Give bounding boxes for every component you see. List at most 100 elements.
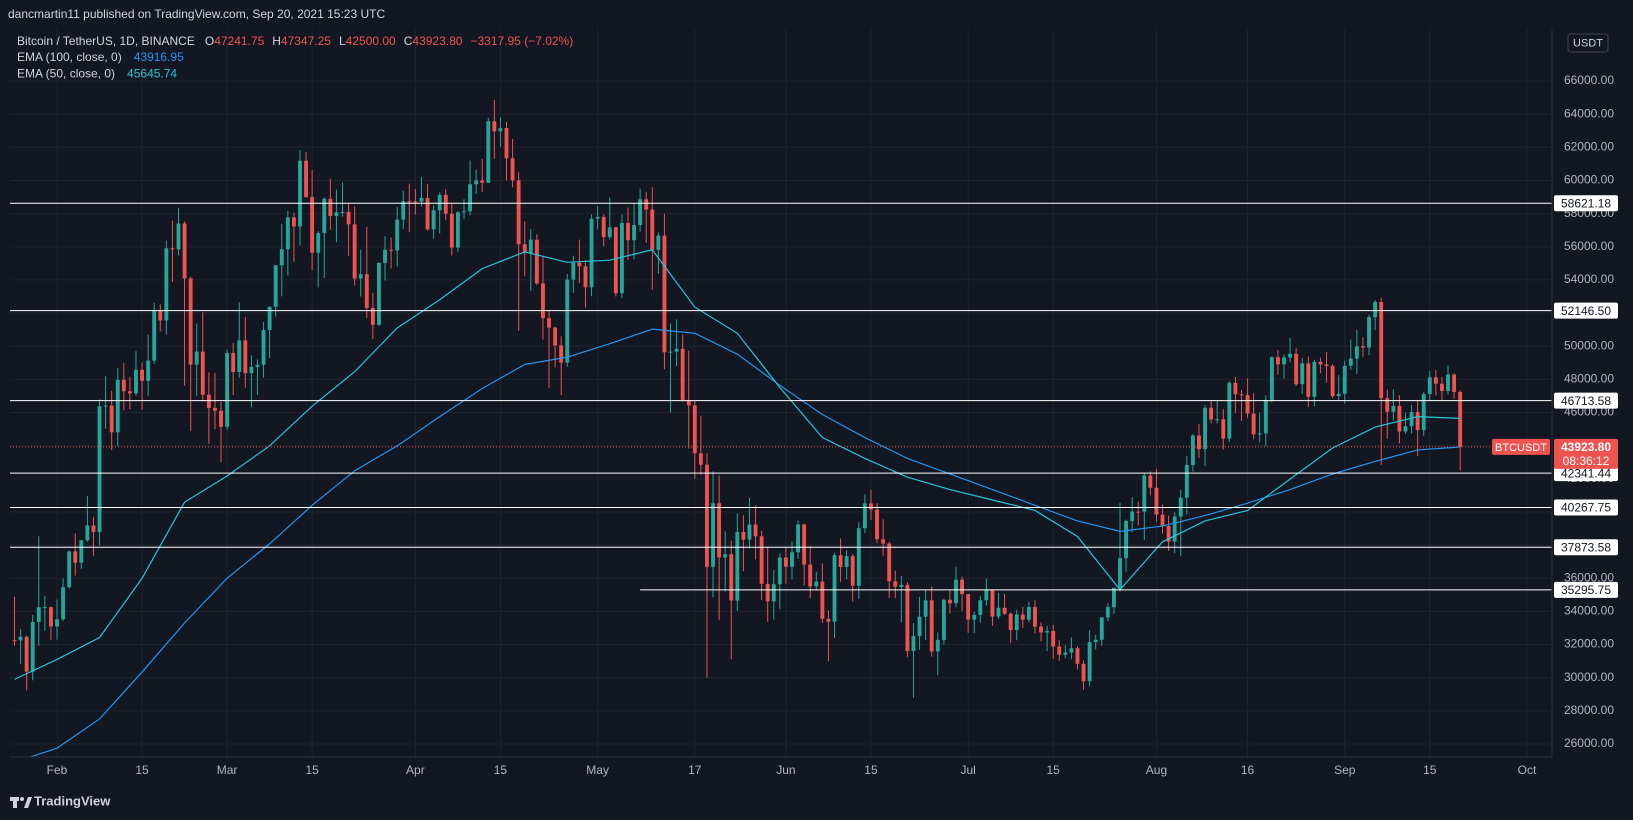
candle-body [18, 636, 23, 641]
y-tick-label: 28000.00 [1564, 703, 1614, 717]
candle-body [577, 262, 582, 267]
candle-body [644, 199, 649, 210]
candle-body [316, 233, 321, 253]
candle-body [12, 640, 17, 642]
level-label: 46713.58 [1561, 394, 1611, 408]
x-tick-label: May [586, 763, 609, 777]
candle-body [1051, 630, 1056, 647]
candle-body [267, 306, 272, 331]
candle-body [650, 209, 655, 250]
candle-body [978, 600, 983, 615]
candle-body [134, 369, 138, 394]
plot-area [10, 99, 1552, 757]
candle-body [164, 248, 169, 321]
candle-body [1336, 393, 1341, 397]
candle-body [1361, 346, 1365, 348]
candle-body [522, 244, 527, 253]
candle-body [626, 222, 630, 241]
candle-body [449, 213, 454, 248]
candle-body [249, 366, 254, 374]
candle-body [929, 600, 934, 652]
candle-body [820, 581, 825, 619]
candle-body [377, 262, 381, 325]
candle-body [990, 590, 995, 617]
candle-body [158, 311, 163, 321]
candle-body [510, 158, 515, 181]
legend-title: Bitcoin / TetherUS, 1D, BINANCE [17, 34, 195, 48]
candle-body [79, 540, 84, 563]
candle-body [759, 536, 764, 584]
candle-body [364, 274, 369, 309]
candle-body [680, 348, 685, 400]
candle-body [55, 619, 59, 627]
candle-body [1403, 426, 1408, 432]
candle-body [97, 406, 102, 532]
x-tick-label: 15 [305, 763, 319, 777]
candle-body [1446, 374, 1450, 391]
symbol-label-box [1492, 438, 1550, 455]
candle-body [711, 503, 715, 567]
y-tick-label: 64000.00 [1564, 106, 1614, 120]
candle-body [370, 308, 375, 325]
x-tick-label: Jul [960, 763, 975, 777]
candle-body [109, 405, 114, 433]
level-label: 35295.75 [1561, 583, 1611, 597]
price-labels: 58621.18 52146.50 46713.58 42341.44 40267.75… [1492, 195, 1618, 598]
ema-line [14, 249, 1461, 680]
candle-body [328, 198, 333, 217]
candle-body [261, 330, 266, 365]
candle-body [194, 351, 199, 365]
candle-body [170, 248, 175, 250]
candle-body [601, 216, 606, 238]
candle-body [334, 212, 339, 217]
candle-body [1111, 587, 1116, 608]
ohlc-key: L [339, 34, 346, 48]
level-label-box [1554, 302, 1618, 319]
candle-body [984, 590, 989, 601]
level-label-box [1554, 465, 1618, 482]
currency-label: USDT [1573, 37, 1603, 49]
candle-body [1367, 317, 1371, 348]
candle-body [1148, 475, 1153, 488]
y-tick-label: 32000.00 [1564, 637, 1614, 651]
candle-body [219, 410, 223, 427]
candle-body [1057, 646, 1062, 655]
x-tick-label: 15 [494, 763, 508, 777]
candle-body [607, 227, 612, 238]
candle-body [589, 218, 594, 288]
legend-value: 45645.74 [127, 67, 177, 81]
candle-body [826, 618, 831, 622]
level-label: 37873.58 [1561, 540, 1611, 554]
candle-body [462, 211, 466, 213]
candle-body [1342, 365, 1347, 394]
candle-body [1318, 361, 1323, 365]
candle-body [1239, 394, 1244, 396]
candle-body [1184, 464, 1189, 498]
candle-body [67, 551, 72, 588]
level-label-box [1554, 392, 1618, 409]
y-tick-label: 34000.00 [1564, 604, 1614, 618]
candle-body [747, 524, 752, 540]
y-tick-label: 66000.00 [1564, 73, 1614, 87]
candle-body [91, 525, 96, 532]
candle-body [802, 524, 807, 565]
candle-body [140, 369, 144, 381]
candle-body [735, 531, 740, 601]
candle-body [960, 579, 965, 595]
currency-badge[interactable] [1567, 33, 1609, 53]
candle-body [504, 128, 509, 159]
ohlc-value: 43923.80 [412, 34, 462, 48]
candle-body [954, 579, 958, 604]
candle-body [1324, 364, 1329, 366]
candle-body [182, 223, 187, 279]
candle-body [1427, 377, 1432, 395]
candle-body [1190, 435, 1195, 465]
candle-body [1118, 558, 1122, 588]
candle-body [717, 503, 722, 558]
candle-body [425, 197, 430, 230]
y-tick-label: 62000.00 [1564, 139, 1614, 153]
candle-body [1136, 511, 1141, 513]
ohlc-value: 47347.25 [281, 34, 331, 48]
candle-body [559, 345, 564, 363]
ohlc-value: 42500.00 [346, 34, 396, 48]
